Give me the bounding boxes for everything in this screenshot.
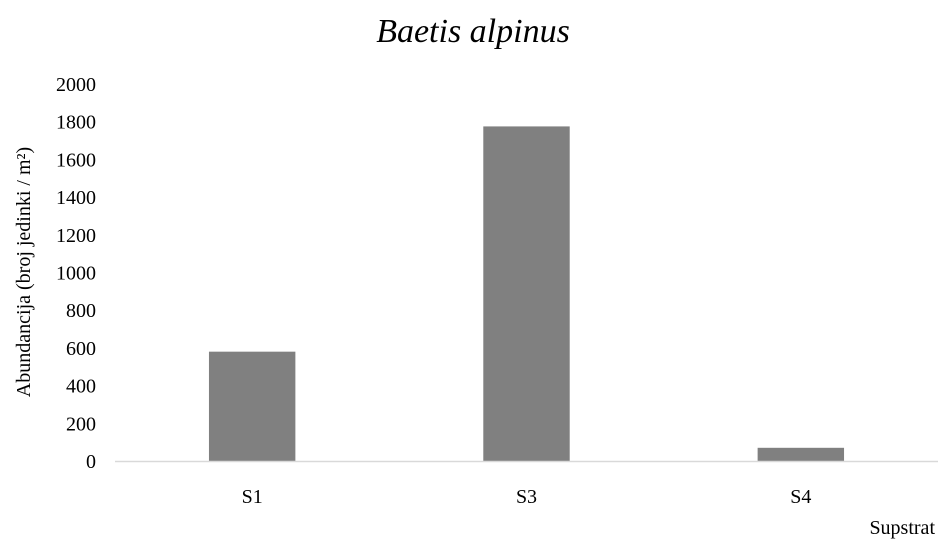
x-axis-label: Supstrat	[869, 517, 935, 539]
y-axis-label: Abundancija (broj jedinki / m²)	[13, 147, 35, 397]
bars	[208, 126, 845, 461]
chart-title: Baetis alpinus	[376, 13, 570, 50]
x-tick-label: S3	[516, 486, 537, 508]
y-tick-label: 200	[66, 413, 96, 435]
y-axis-ticks: 0 200 400 600 800 1000 1200 1400 1600 1800 2000	[56, 74, 96, 473]
y-tick-label: 1200	[56, 225, 96, 247]
y-tick-label: 0	[86, 451, 96, 473]
y-tick-label: 600	[66, 338, 96, 360]
y-tick-label: 1400	[56, 187, 96, 209]
x-tick-label: S4	[790, 486, 811, 508]
x-axis-ticks: S1 S3 S4	[242, 486, 812, 508]
y-tick-label: 1600	[56, 149, 96, 171]
y-tick-label: 2000	[56, 74, 96, 96]
x-tick-label: S1	[242, 486, 263, 508]
y-tick-label: 400	[66, 376, 96, 398]
bar-s1	[208, 351, 296, 461]
y-tick-label: 800	[66, 300, 96, 322]
y-tick-label: 1800	[56, 112, 96, 134]
bar-s4	[757, 447, 845, 461]
y-tick-label: 1000	[56, 263, 96, 285]
bar-s3	[483, 126, 570, 461]
